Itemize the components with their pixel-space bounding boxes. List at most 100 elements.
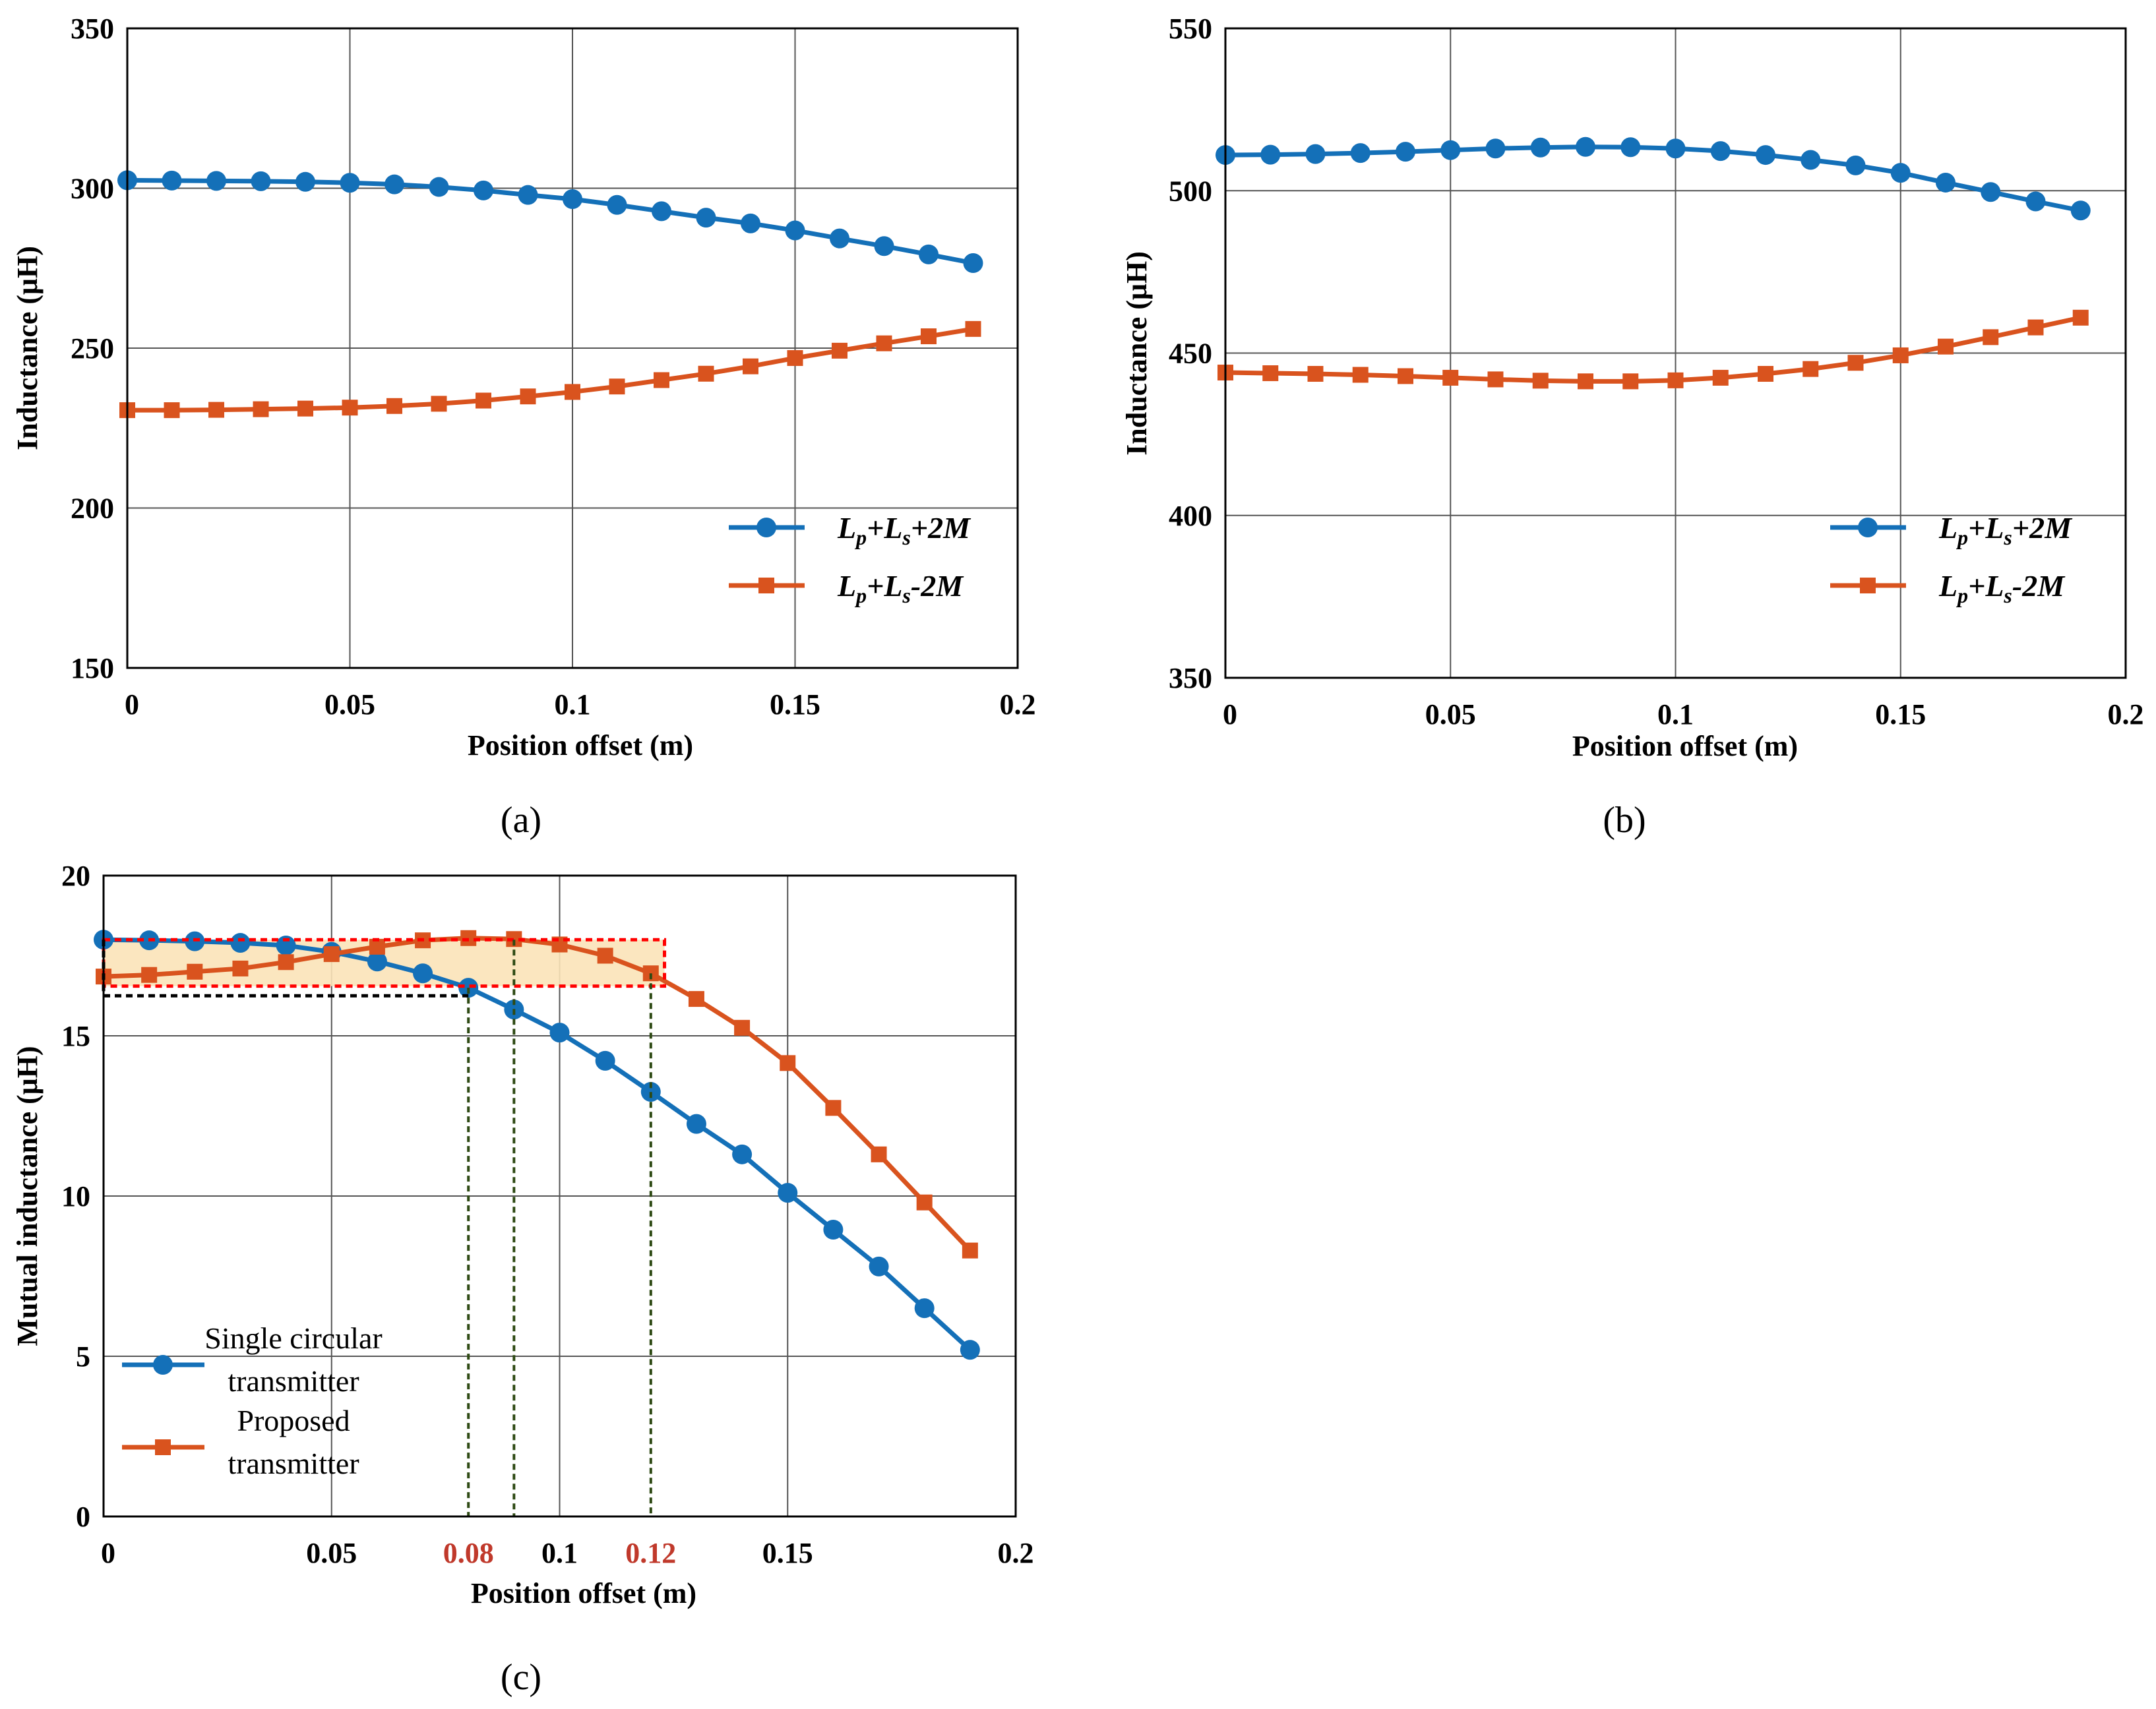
data-point: [686, 1114, 706, 1134]
legend-text-part: s: [902, 525, 910, 549]
data-point: [1396, 142, 1415, 162]
legend-entry: Lp+Ls+2M: [1938, 511, 2073, 549]
legend-entry: transmitter: [228, 1447, 359, 1480]
data-point: [278, 954, 294, 971]
x-tick-label: 0.2: [2108, 698, 2144, 731]
data-point: [654, 372, 669, 388]
data-point: [141, 967, 158, 983]
chart-panel-c: 0 5 10 15 20 0 0.05 0.08 0.1 0.12 0.15 0.2 Position …: [11, 860, 1034, 1698]
data-point: [367, 951, 387, 972]
legend-text-part: p: [854, 525, 867, 549]
data-point: [916, 1194, 933, 1211]
data-point: [1305, 144, 1326, 164]
legend-text-part: +L: [867, 569, 902, 603]
data-point: [876, 335, 892, 351]
data-point: [1440, 140, 1461, 160]
data-point: [164, 402, 180, 419]
legend-marker: [758, 578, 774, 593]
data-point: [640, 1082, 661, 1102]
data-point: [2027, 319, 2044, 336]
data-point: [276, 935, 296, 955]
x-axis-label: Position offset (m): [471, 1577, 696, 1609]
data-point: [688, 991, 704, 1007]
panel-label: (c): [501, 1657, 541, 1698]
y-axis-label: Inductance (μH): [11, 246, 44, 450]
data-point: [476, 392, 491, 409]
data-point: [1712, 369, 1729, 386]
legend-text-part: -2M: [911, 569, 964, 603]
data-point: [549, 1023, 570, 1043]
y-axis-label: Mutual inductance (μH): [11, 1046, 44, 1346]
legend-entry: Proposed: [237, 1404, 350, 1437]
series-line-0: [103, 937, 972, 1352]
data-point: [386, 398, 402, 414]
data-point: [778, 1183, 798, 1203]
data-point: [342, 400, 358, 416]
data-point: [563, 189, 582, 209]
legend-entry: Lp+Ls-2M: [837, 569, 964, 607]
y-tick-label: 300: [71, 173, 114, 205]
legend-marker: [155, 1439, 171, 1455]
plot-frame: [126, 27, 1019, 669]
x-tick-label: 0.05: [306, 1537, 357, 1569]
legend-text-part: L: [837, 569, 856, 603]
data-point: [965, 320, 981, 337]
data-point: [323, 946, 340, 963]
legend-entry: transmitter: [228, 1364, 359, 1398]
y-tick-label: 400: [1169, 500, 1212, 532]
legend-text-part: p: [854, 584, 867, 607]
x-tick-label: 0.08: [443, 1537, 494, 1569]
legend-entry: Lp+Ls-2M: [1938, 569, 2066, 607]
x-tick-label: 0.1: [1657, 698, 1694, 731]
data-point: [1576, 136, 1595, 157]
data-point: [874, 236, 894, 256]
data-point: [698, 365, 714, 382]
x-tick-label: 0: [1223, 698, 1237, 731]
data-point: [297, 400, 313, 417]
data-point: [1756, 145, 1775, 165]
data-point: [743, 358, 758, 375]
data-point: [385, 174, 404, 195]
y-tick-label: 350: [71, 13, 114, 45]
data-point: [232, 960, 249, 976]
x-tick-label: 0: [101, 1537, 115, 1569]
data-point: [369, 938, 385, 955]
data-point: [208, 402, 224, 418]
legend-text-part: +L: [867, 511, 902, 545]
x-tick-label: 0.2: [1000, 688, 1036, 721]
data-point: [696, 208, 716, 228]
data-point: [1532, 373, 1549, 389]
plot-frame: [1224, 27, 2127, 679]
data-point: [741, 213, 760, 233]
data-point: [474, 180, 493, 200]
legend-text-part: L: [837, 511, 856, 545]
data-point: [1983, 329, 1999, 345]
data-point: [595, 1050, 615, 1071]
data-point: [520, 388, 536, 405]
legend-marker: [756, 518, 776, 537]
legend-text-part: +L: [1968, 511, 2004, 545]
data-point: [340, 173, 360, 193]
data-point: [962, 1242, 978, 1259]
data-point: [869, 1256, 889, 1276]
legend-text-part: +2M: [2012, 511, 2073, 545]
data-point: [1622, 373, 1639, 390]
data-point: [1936, 172, 1956, 193]
legend-text-part: s: [902, 584, 910, 607]
panel-label: (b): [1603, 800, 1646, 841]
y-tick-label: 150: [71, 652, 114, 684]
data-point: [1710, 141, 1731, 162]
data-point: [1890, 163, 1911, 183]
data-point: [2072, 309, 2089, 326]
data-point: [963, 253, 983, 273]
chart-panel-b: 350 400 450 500 550 0 0.05 0.1 0.15 0.2 Position o…: [1121, 13, 2144, 841]
x-tick-label: 0.1: [555, 688, 591, 721]
data-point: [1530, 137, 1551, 158]
y-tick-label: 10: [61, 1180, 90, 1213]
legend-text-part: s: [2003, 584, 2012, 607]
series-line-0: [127, 177, 974, 266]
y-tick-label: 15: [61, 1020, 90, 1052]
chart-panel-a: 150 200 250 300 350 0 0.05 0.1 0.15 0.2 Position o…: [11, 13, 1036, 841]
x-tick-label: 0.12: [625, 1537, 676, 1569]
